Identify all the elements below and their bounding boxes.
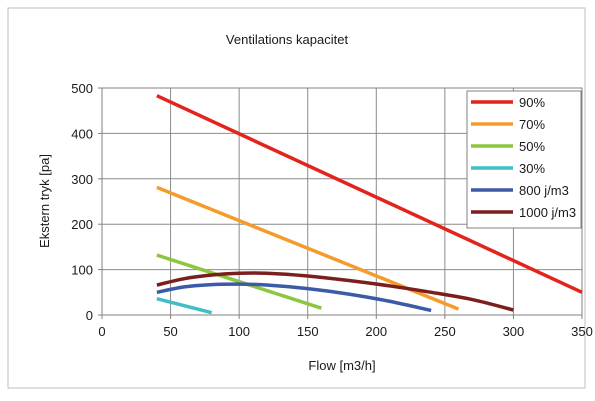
plot-area-border <box>101 87 583 316</box>
legend-label: 30% <box>519 161 545 176</box>
legend-label: 70% <box>519 117 545 132</box>
y-tick-label: 300 <box>71 172 93 187</box>
y-axis-ticks: 0 100 200 300 400 500 <box>71 81 102 323</box>
legend-label: 50% <box>519 139 545 154</box>
x-axis-ticks: 0 50 100 150 200 250 300 350 <box>98 315 593 339</box>
x-tick-label: 0 <box>98 324 105 339</box>
legend-label: 90% <box>519 95 545 110</box>
series-line-800-j-m3 <box>156 282 432 313</box>
x-tick-label: 350 <box>571 324 593 339</box>
y-tick-label: 100 <box>71 263 93 278</box>
series-line-50 <box>156 253 322 310</box>
x-tick-label: 100 <box>228 324 250 339</box>
chart-title: Ventilations kapacitet <box>226 32 349 47</box>
x-tick-label: 150 <box>297 324 319 339</box>
series-line-90 <box>156 94 583 294</box>
x-axis-label: Flow [m3/h] <box>308 358 375 373</box>
legend-label: 800 j/m3 <box>519 183 569 198</box>
y-tick-label: 400 <box>71 126 93 141</box>
x-tick-label: 200 <box>365 324 387 339</box>
x-tick-label: 250 <box>434 324 456 339</box>
y-tick-label: 500 <box>71 81 93 96</box>
legend-label: 1000 j/m3 <box>519 205 576 220</box>
y-axis-label: Ekstern tryk [pa] <box>37 154 52 248</box>
legend-box <box>466 90 582 229</box>
y-tick-label: 0 <box>86 308 93 323</box>
series-line-1000-j-m3 <box>156 271 514 312</box>
y-tick-label: 200 <box>71 217 93 232</box>
legend: 90% 70% 50% 30% 800 j/m3 1000 j/m3 <box>466 90 582 229</box>
series-lines <box>156 94 583 315</box>
x-tick-label: 50 <box>163 324 177 339</box>
x-tick-label: 300 <box>503 324 525 339</box>
series-line-30 <box>156 296 213 315</box>
